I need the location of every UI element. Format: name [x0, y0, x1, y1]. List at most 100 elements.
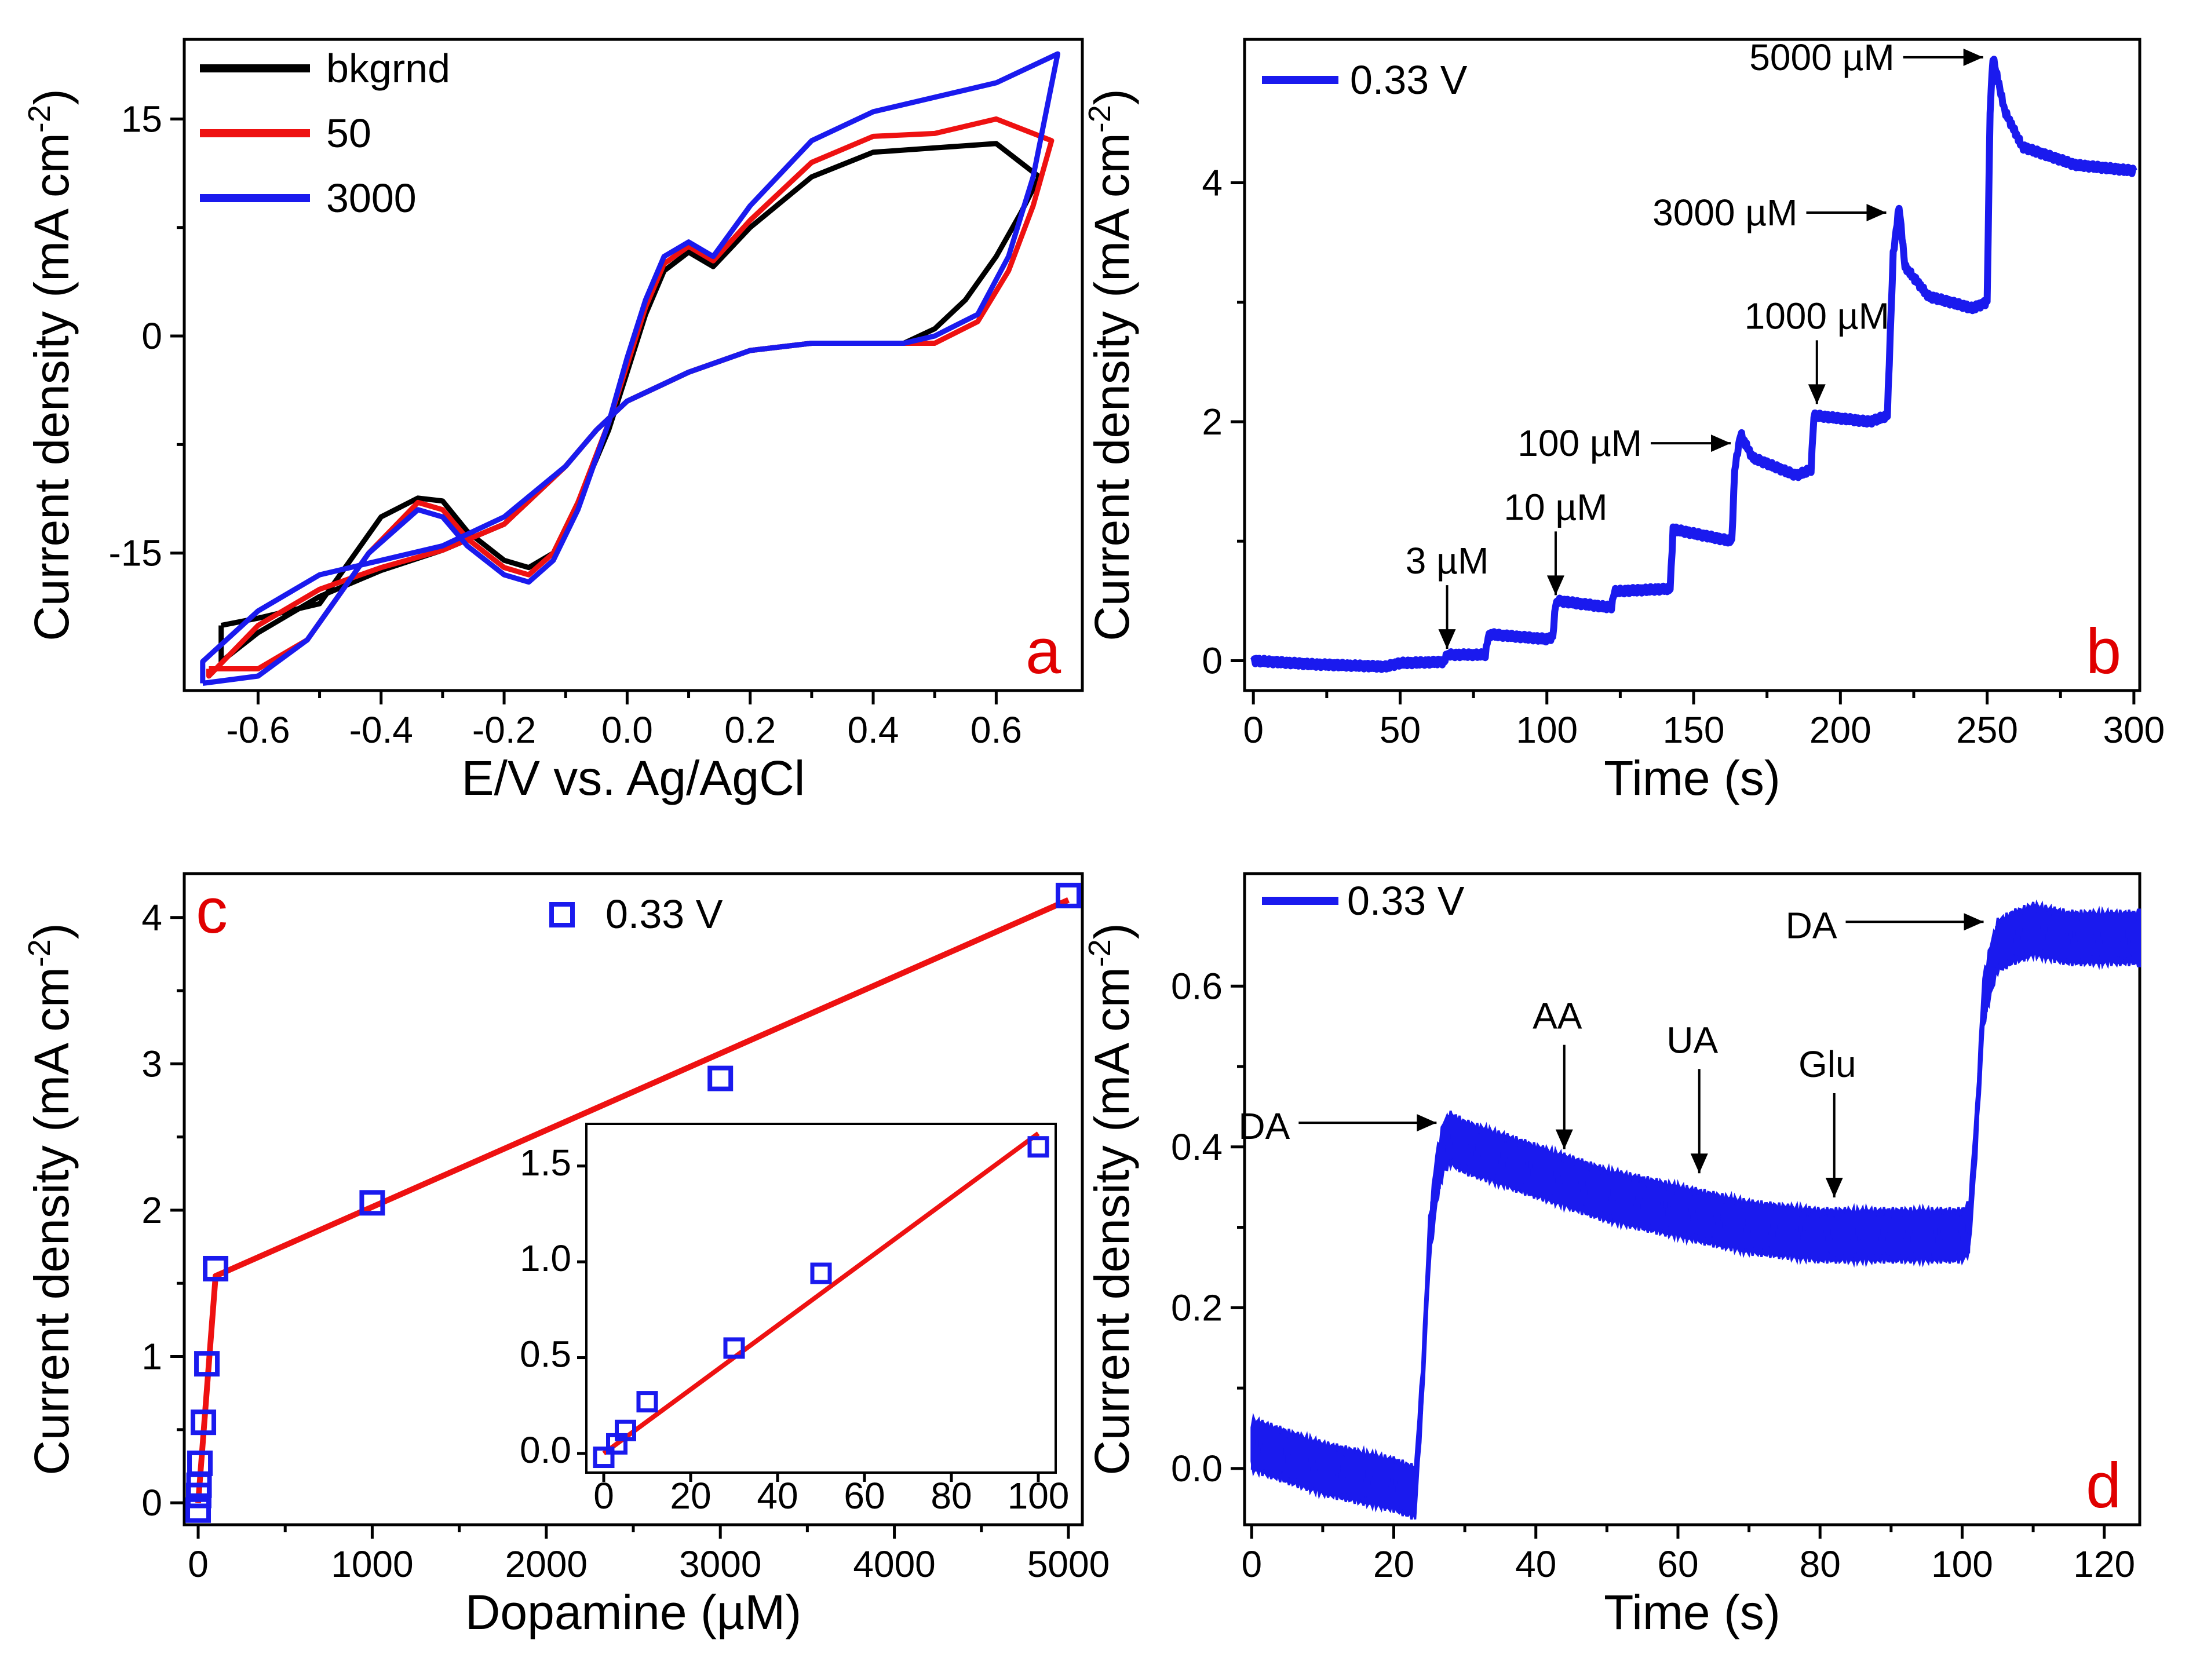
- panel-d-annotation-label: AA: [1533, 995, 1582, 1037]
- panel-c-inset: 0 20 40 60 80 100 0.0 0.5 1.0 1.5: [520, 1123, 1070, 1517]
- panel-b-y-axis-title: Current density (mA cm-2): [1082, 89, 1139, 641]
- panel-d-plot-frame: [1243, 872, 2141, 1526]
- panel-a-y-axis-title-main: Current density (mA cm: [24, 133, 79, 641]
- panel-a-ytick-label: 15: [121, 98, 162, 140]
- panel-b-ytick-label: 2: [1202, 401, 1223, 443]
- panel-c-data-point: [194, 1351, 220, 1377]
- panel-d-ytick-label: 0.4: [1171, 1126, 1223, 1168]
- panel-d-y-axis-title-close: ): [1085, 923, 1139, 939]
- panel-d-annotation-label: DA: [1786, 904, 1837, 946]
- panel-c-inset-data-point: [636, 1391, 658, 1413]
- panel-c-inset-data-point: [1027, 1136, 1049, 1158]
- panel-c-inset-data-point: [810, 1262, 832, 1284]
- panel-b-annotation-label: 3000 µM: [1652, 192, 1797, 233]
- panel-b: 0 50 100 150 200 250 300 0 2 4 Time (s) Current den…: [1082, 36, 2165, 805]
- panel-c-ytick-label: 2: [141, 1189, 162, 1231]
- panel-b-annotation-arrow-head: [1963, 48, 1983, 66]
- panel-d-ytick-label: 0.2: [1171, 1287, 1223, 1328]
- panel-d-xtick-label: 100: [1931, 1543, 1993, 1585]
- panel-c-inset-frame: [585, 1123, 1057, 1474]
- panel-b-xtick-label: 150: [1663, 709, 1725, 751]
- panel-c-data-point: [203, 1255, 229, 1281]
- panel-b-annotation-arrow-head: [1711, 434, 1731, 452]
- panel-c-xtick-label: 3000: [679, 1543, 761, 1585]
- panel-b-xtick-label: 0: [1243, 709, 1264, 751]
- panel-d-legend-label: 0.33 V: [1347, 878, 1465, 923]
- panel-b-annotation-label: 10 µM: [1504, 486, 1607, 528]
- panel-a-xtick-label: 0.2: [724, 709, 776, 751]
- panel-b-annotation-arrow-head: [1866, 204, 1887, 222]
- panel-c-inset-xtick-label: 40: [757, 1475, 798, 1517]
- panel-d-y-axis-title-sup: -2: [1082, 939, 1117, 967]
- panel-d-annotation-label: DA: [1238, 1105, 1290, 1147]
- panel-c-y-axis-title-sup: -2: [22, 939, 57, 967]
- panel-d-annotation-arrow-head: [1690, 1153, 1708, 1174]
- panel-c-inset-xtick-label: 80: [931, 1475, 972, 1517]
- panel-c-xtick-label: 5000: [1027, 1543, 1110, 1585]
- panel-a-xtick-label: 0.6: [971, 709, 1022, 751]
- panel-b-y-axis-title-sup: -2: [1082, 105, 1117, 133]
- panel-d-xtick-label: 20: [1373, 1543, 1414, 1585]
- panel-a-ytick-label: -15: [109, 532, 163, 574]
- panel-c-inset-ytick-label: 0.5: [520, 1334, 571, 1375]
- panel-a-series-3000: [200, 51, 1060, 686]
- panel-b-annotation-label: 3 µM: [1406, 540, 1489, 582]
- panel-d-x-axis-title: Time (s): [1604, 1585, 1781, 1639]
- panel-d-ytick-label: 0.6: [1171, 965, 1223, 1007]
- panel-b-x-axis-title: Time (s): [1604, 751, 1781, 805]
- panel-a-xtick-label: -0.2: [472, 709, 536, 751]
- panel-d-annotation-label: UA: [1666, 1019, 1718, 1061]
- panel-c-inset-xtick-label: 100: [1008, 1475, 1070, 1517]
- panel-a-legend-label: bkgrnd: [326, 46, 450, 91]
- panel-c-data-point: [359, 1190, 385, 1216]
- panel-b-annotation-arrow-head: [1438, 629, 1456, 649]
- panel-b-y-axis-title-main: Current density (mA cm: [1085, 133, 1139, 641]
- panel-d-annotation-arrow-head: [1964, 913, 1984, 931]
- panel-c-xtick-label: 4000: [853, 1543, 935, 1585]
- panel-c-ytick-label: 1: [141, 1336, 162, 1378]
- panel-c-fit-line: [195, 897, 1070, 1503]
- panel-b-ytick-label: 4: [1202, 162, 1223, 203]
- panel-b-xtick-label: 100: [1516, 709, 1578, 751]
- panel-b-annotation-arrow-head: [1546, 575, 1564, 596]
- panel-c-inset-xtick-label: 0: [593, 1475, 614, 1517]
- panel-d-xtick-label: 60: [1657, 1543, 1698, 1585]
- panel-a-x-axis-title: E/V vs. Ag/AgCl: [462, 751, 805, 805]
- panel-c-xtick-label: 2000: [505, 1543, 588, 1585]
- panel-b-y-axis-title-close: ): [1085, 89, 1139, 105]
- panel-c-legend-label: 0.33 V: [605, 892, 723, 937]
- panel-a-y-axis-title: Current density (mA cm-2): [22, 89, 79, 641]
- panel-b-annotation-label: 5000 µM: [1749, 36, 1894, 78]
- panel-b-annotation-label: 100 µM: [1517, 422, 1642, 464]
- panel-c-data-point: [1055, 882, 1081, 908]
- panel-a-xtick-label: -0.6: [226, 709, 290, 751]
- panel-c-data-point: [187, 1450, 213, 1476]
- panel-b-ytick-label: 0: [1202, 640, 1223, 681]
- panel-c-inset-ytick-label: 1.5: [520, 1142, 571, 1184]
- panel-c-data-point: [191, 1409, 217, 1436]
- panel-d: 0 20 40 60 80 100 120 0.0 0.2 0.4 0.6 Time (s) Curre…: [1082, 872, 2141, 1639]
- panel-c-ytick-label: 0: [141, 1482, 162, 1524]
- panel-c-legend-marker: [549, 902, 575, 927]
- panel-d-annotation-label: Glu: [1798, 1043, 1856, 1085]
- panel-b-xtick-label: 300: [2103, 709, 2165, 751]
- panel-a-y-axis-title-close: ): [24, 89, 79, 105]
- panel-a-y-axis-title-sup: -2: [22, 105, 57, 133]
- panel-c-data-point: [185, 1497, 211, 1523]
- panel-c-ytick-label: 3: [141, 1043, 162, 1084]
- panel-d-series-trace: [1250, 904, 2141, 1519]
- panel-c-panel-label: c: [196, 875, 228, 947]
- panel-d-ytick-label: 0.0: [1171, 1448, 1223, 1489]
- panel-c-y-axis-title-close: ): [24, 923, 79, 939]
- panel-d-panel-label: d: [2086, 1450, 2121, 1521]
- panel-b-plot-frame: [1243, 38, 2141, 692]
- panel-b-annotation-label: 1000 µM: [1745, 295, 1889, 337]
- panel-c-inset-ytick-label: 0.0: [520, 1429, 571, 1471]
- panel-d-y-axis-title-main: Current density (mA cm: [1085, 967, 1139, 1476]
- panel-c-y-axis-title: Current density (mA cm-2): [22, 923, 79, 1476]
- panel-d-xtick-label: 120: [2073, 1543, 2135, 1585]
- panel-a-panel-label: a: [1026, 616, 1061, 687]
- panel-a-legend-label: 50: [326, 111, 371, 156]
- panel-a-xtick-label: 0.0: [601, 709, 653, 751]
